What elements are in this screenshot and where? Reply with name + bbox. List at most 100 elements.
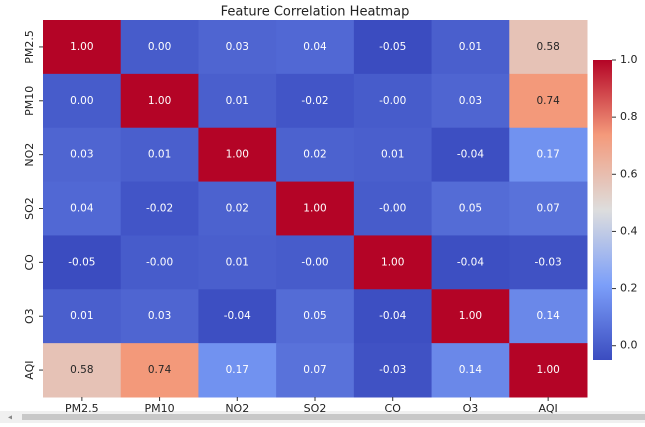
cell-label: 0.01 [148, 149, 171, 161]
heatmap-cell [43, 20, 122, 75]
heatmap-cell [509, 20, 588, 75]
scrollbar-thumb[interactable] [22, 414, 645, 420]
heatmap-cell [431, 343, 510, 398]
cell-label: 0.04 [303, 41, 327, 53]
y-tick-label: AQI [23, 360, 36, 379]
heatmap-cell [509, 127, 588, 183]
y-tick-label: SO2 [23, 197, 36, 220]
cell-label: 1.00 [148, 95, 171, 107]
heatmap-cell [198, 73, 277, 129]
heatmap-cell [509, 235, 588, 290]
cell-label: 1.00 [226, 149, 249, 161]
colorbar [593, 60, 612, 360]
cell-label: -0.02 [146, 203, 173, 215]
heatmap-cell [198, 20, 277, 75]
heatmap-cell [120, 343, 199, 398]
cell-label: 0.05 [459, 203, 482, 215]
heatmap-cell [198, 343, 277, 398]
heatmap-cell [509, 289, 588, 344]
cell-label: -0.04 [457, 256, 484, 268]
cell-label: 0.17 [536, 149, 559, 161]
cell-label: -0.00 [379, 203, 406, 215]
cell-label: 0.05 [303, 310, 326, 322]
heatmap-cell [276, 289, 355, 344]
cell-label: 1.00 [70, 41, 93, 53]
x-tick-label: AQI [539, 402, 558, 415]
cell-label: 0.02 [226, 203, 249, 215]
cell-label: 0.00 [70, 95, 93, 107]
cell-label: -0.00 [379, 95, 406, 107]
heatmap-cell [353, 127, 433, 183]
cell-label: 0.01 [381, 149, 404, 161]
heatmap-cell [43, 181, 122, 236]
y-tick-label: NO2 [23, 143, 36, 167]
cell-label: 0.00 [148, 41, 171, 53]
colorbar-tick-label: 0.4 [620, 224, 638, 237]
x-tick-label: CO [385, 402, 402, 415]
y-tick-label: PM2.5 [23, 30, 36, 64]
heatmap-cell [509, 181, 588, 236]
cell-label: -0.04 [457, 149, 484, 161]
cell-label: -0.02 [301, 95, 328, 107]
heatmap-cell [431, 181, 510, 236]
heatmap-cell [276, 343, 355, 398]
heatmap-cell [120, 127, 199, 183]
heatmap-cell [198, 235, 277, 290]
cell-label: -0.03 [535, 256, 562, 268]
heatmap-cell [120, 181, 199, 236]
cell-label: 0.02 [303, 149, 326, 161]
heatmap-cell [120, 73, 199, 129]
x-tick-label: PM10 [145, 402, 175, 415]
heatmap-cell [43, 235, 122, 290]
heatmap-cell [198, 289, 277, 344]
heatmap-cell [120, 235, 199, 290]
heatmap-cell [276, 73, 355, 129]
heatmap-cell [276, 181, 355, 236]
x-tick-label: O3 [463, 402, 479, 415]
heatmap-cell [353, 343, 433, 398]
heatmap-cell [43, 289, 122, 344]
cell-label: -0.00 [146, 256, 173, 268]
heatmap-cell [276, 235, 355, 290]
cell-label: 0.74 [536, 95, 560, 107]
heatmap-cell [431, 235, 510, 290]
cell-label: 0.58 [70, 364, 93, 376]
cell-label: 0.01 [226, 95, 249, 107]
heatmap-cell [43, 73, 122, 129]
heatmap-cell [431, 289, 510, 344]
cell-label: 0.04 [70, 203, 94, 215]
heatmap-cell [353, 289, 433, 344]
cell-label: 0.03 [459, 95, 482, 107]
cell-label: 0.01 [226, 256, 249, 268]
scroll-arrow[interactable]: ◂ [8, 413, 12, 422]
colorbar-tick-label: 0.0 [620, 339, 638, 352]
colorbar-tick-label: 1.0 [620, 53, 638, 66]
cell-label: -0.00 [301, 256, 328, 268]
colorbar-tick-label: 0.2 [620, 282, 638, 295]
heatmap-cell [509, 73, 588, 129]
cell-label: 1.00 [303, 203, 326, 215]
x-tick-label: SO2 [304, 402, 327, 415]
cell-label: 0.03 [226, 41, 249, 53]
heatmap-cell [353, 181, 433, 236]
cell-label: 0.01 [459, 41, 482, 53]
heatmap-cell [120, 20, 199, 75]
heatmap-cell [198, 181, 277, 236]
cell-label: 0.14 [459, 364, 483, 376]
heatmap-cell [276, 127, 355, 183]
heatmap-cell [353, 73, 433, 129]
heatmap-cell [431, 20, 510, 75]
cell-label: -0.05 [379, 41, 406, 53]
cell-label: 1.00 [381, 256, 404, 268]
x-tick-label: NO2 [225, 402, 249, 415]
x-tick-label: PM2.5 [65, 402, 99, 415]
heatmap-cell [276, 20, 355, 75]
y-tick-label: PM10 [23, 86, 36, 116]
cell-label: 0.03 [148, 310, 171, 322]
heatmap-cell [509, 343, 588, 398]
colorbar-tick-label: 0.6 [620, 167, 638, 180]
cell-label: 0.58 [536, 41, 559, 53]
cell-label: -0.03 [379, 364, 406, 376]
heatmap-cell [431, 73, 510, 129]
